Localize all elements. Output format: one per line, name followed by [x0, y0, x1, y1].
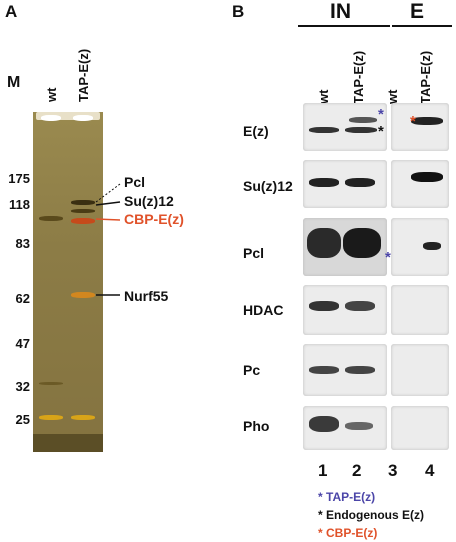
- marker-header: M: [7, 74, 21, 91]
- protein-cbp-ez: CBP-E(z): [124, 211, 184, 227]
- legend-cbp-ez: * CBP-E(z): [318, 526, 377, 540]
- legend-star: *: [318, 508, 323, 522]
- marker-118: 118: [9, 197, 30, 212]
- band: [307, 228, 341, 258]
- star-pcl: *: [385, 249, 391, 266]
- band: [345, 178, 375, 187]
- star-tap-ez: *: [378, 106, 384, 123]
- gel-band: [39, 216, 63, 221]
- row-label-ez: E(z): [243, 123, 269, 139]
- band: [411, 172, 443, 182]
- gel-band: [71, 209, 95, 213]
- group-e-bar: [392, 25, 452, 27]
- marker-25: 25: [15, 412, 30, 427]
- band-endogenous-ez: [309, 127, 339, 133]
- gel-band: [71, 292, 95, 298]
- gel-band: [39, 382, 63, 385]
- legend-tap-ez: * TAP-E(z): [318, 490, 375, 504]
- gel-band: [71, 200, 95, 205]
- lane-label-wt-b3: wt: [385, 89, 400, 104]
- gel-band: [41, 115, 61, 121]
- band: [345, 301, 375, 311]
- legend-star: *: [318, 490, 323, 504]
- annotation-lines: [95, 183, 121, 296]
- legend-label: TAP-E(z): [326, 490, 376, 504]
- lane-number-4: 4: [425, 461, 435, 480]
- band: [345, 366, 375, 374]
- legend-label: Endogenous E(z): [326, 508, 425, 522]
- band: [423, 242, 441, 250]
- lane-label-wt-a: wt: [44, 87, 59, 102]
- lane-number-2: 2: [352, 461, 362, 480]
- group-in-label: IN: [330, 0, 351, 23]
- row-label-pc: Pc: [243, 362, 261, 378]
- blot-ez-e: [391, 103, 449, 151]
- lane-number-1: 1: [318, 461, 328, 480]
- panel-a-letter: A: [5, 2, 18, 21]
- protein-suz12: Su(z)12: [124, 193, 174, 209]
- band: [345, 422, 373, 430]
- band: [309, 301, 339, 311]
- band: [309, 416, 339, 432]
- legend-endogenous-ez: * Endogenous E(z): [318, 508, 424, 522]
- lane-label-tap-b2: TAP-E(z): [351, 50, 366, 104]
- silver-gel-image: [33, 112, 103, 452]
- row-label-suz12: Su(z)12: [243, 178, 293, 194]
- band: [309, 178, 339, 187]
- group-e-label: E: [410, 0, 425, 23]
- blot-pho-e: [391, 406, 449, 450]
- band-cbp-ez: [411, 117, 443, 125]
- gel-band: [36, 112, 100, 120]
- blot-pc-in: [303, 344, 387, 396]
- legend-star: *: [318, 526, 323, 540]
- blot-pcl-e: [391, 218, 449, 276]
- star-endogenous-ez: *: [378, 123, 384, 140]
- marker-47: 47: [15, 336, 30, 351]
- marker-62: 62: [15, 291, 30, 306]
- band-endogenous-ez: [345, 127, 377, 133]
- lane-label-tap-b4: TAP-E(z): [418, 50, 433, 104]
- group-in-bar: [298, 25, 390, 27]
- lane-number-3: 3: [388, 461, 398, 480]
- marker-32: 32: [15, 379, 30, 394]
- legend-label: CBP-E(z): [326, 526, 378, 540]
- gel-band: [71, 218, 95, 224]
- blot-ez-in: [303, 103, 387, 151]
- row-label-pho: Pho: [243, 418, 270, 434]
- protein-pcl: Pcl: [124, 174, 146, 190]
- blot-suz12-in: [303, 160, 387, 208]
- band: [309, 366, 339, 374]
- gel-band: [71, 415, 95, 420]
- blot-hdac-e: [391, 285, 449, 335]
- gel-band: [33, 434, 103, 452]
- star-cbp-ez: *: [410, 113, 416, 130]
- marker-83: 83: [15, 236, 30, 251]
- protein-nurf55: Nurf55: [124, 288, 169, 304]
- row-label-hdac: HDAC: [243, 302, 284, 318]
- band: [343, 228, 381, 258]
- lane-label-tap-a: TAP-E(z): [76, 48, 91, 102]
- marker-175: 175: [8, 171, 30, 186]
- row-label-pcl: Pcl: [243, 245, 265, 261]
- blot-suz12-e: [391, 160, 449, 208]
- blot-hdac-in: [303, 285, 387, 335]
- blot-pcl-in: [303, 218, 387, 276]
- band-tap-ez: [349, 117, 377, 123]
- blot-pho-in: [303, 406, 387, 450]
- blot-pc-e: [391, 344, 449, 396]
- panel-b-letter: B: [232, 2, 245, 21]
- gel-band: [39, 415, 63, 420]
- gel-band: [73, 115, 93, 121]
- lane-label-wt-b1: wt: [316, 89, 331, 104]
